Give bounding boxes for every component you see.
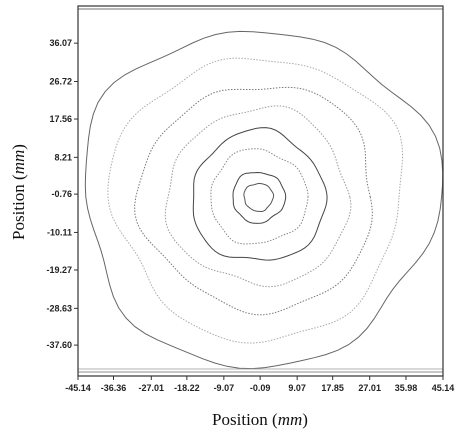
- contour-line: [164, 105, 352, 288]
- contour-line: [192, 127, 328, 261]
- contour-line: [107, 57, 404, 344]
- y-tick-label: -37.60: [46, 340, 72, 350]
- contour-line: [210, 148, 309, 245]
- edge-artifacts: [78, 8, 443, 373]
- x-tick-label: -0.09: [250, 383, 271, 393]
- contour-lines: [84, 30, 443, 370]
- x-tick-label: 17.85: [321, 383, 344, 393]
- y-axis-ticks: 36.07 26.72 17.56 8.21 -0.76 -10.11 -19.27 -28.…: [46, 38, 78, 350]
- x-axis-title: Position (mm): [212, 410, 308, 429]
- x-tick-label: 9.07: [288, 383, 306, 393]
- contour-line: [243, 182, 275, 212]
- contour-line: [232, 171, 287, 224]
- x-tick-label: -45.14: [65, 383, 91, 393]
- x-tick-label: -18.22: [174, 383, 200, 393]
- contour-line: [134, 86, 373, 316]
- x-axis-ticks: -45.14 -36.36 -27.01 -18.22 -9.07 -0.09 9.07 17…: [65, 376, 454, 393]
- y-tick-label: 8.21: [54, 152, 72, 162]
- y-tick-label: 36.07: [49, 38, 72, 48]
- y-tick-label: 26.72: [49, 76, 72, 86]
- x-tick-label: -36.36: [101, 383, 127, 393]
- x-tick-label: -9.07: [214, 383, 235, 393]
- contour-line: [84, 30, 443, 370]
- y-axis-title: Position (mm): [9, 144, 28, 240]
- y-tick-label: -28.63: [46, 303, 72, 313]
- y-tick-label: -19.27: [46, 265, 72, 275]
- y-tick-label: -0.76: [51, 189, 72, 199]
- y-tick-label: -10.11: [47, 227, 72, 237]
- x-tick-label: 27.01: [358, 383, 381, 393]
- x-tick-label: 35.98: [395, 383, 418, 393]
- y-tick-label: 17.56: [49, 114, 72, 124]
- x-tick-label: -27.01: [139, 383, 165, 393]
- x-tick-label: 45.14: [432, 383, 455, 393]
- plot-area: [78, 6, 443, 376]
